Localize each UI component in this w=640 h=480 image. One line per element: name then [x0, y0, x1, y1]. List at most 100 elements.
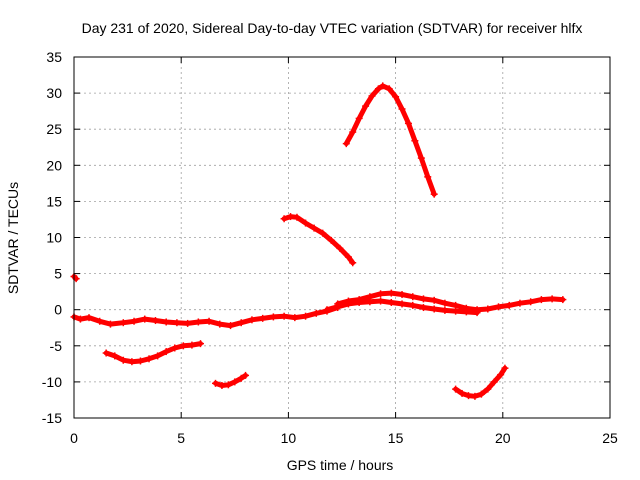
x-tick-label: 10	[281, 430, 297, 446]
y-tick-label: -10	[42, 374, 62, 390]
data-point	[349, 128, 357, 136]
chart-title: Day 231 of 2020, Sidereal Day-to-day VTE…	[82, 20, 583, 36]
data-point	[327, 236, 335, 244]
data-point	[323, 306, 331, 314]
data-point	[76, 315, 84, 323]
data-point	[409, 301, 417, 309]
y-tick-label: 10	[46, 230, 62, 246]
data-point	[398, 300, 406, 308]
data-point	[173, 319, 181, 327]
data-point	[505, 301, 513, 309]
data-point	[398, 291, 406, 299]
data-point	[145, 355, 153, 363]
data-point	[464, 392, 472, 400]
data-point	[319, 229, 327, 237]
data-point	[374, 85, 382, 93]
data-series	[70, 82, 567, 400]
data-point	[111, 352, 119, 360]
data-point	[162, 318, 170, 326]
data-point	[497, 371, 505, 379]
data-point	[237, 374, 245, 382]
data-point	[411, 137, 419, 145]
data-point	[310, 224, 318, 232]
data-point	[387, 298, 395, 306]
y-tick-label: -5	[50, 338, 63, 354]
data-point	[490, 378, 498, 386]
data-point	[242, 371, 250, 379]
data-point	[452, 385, 460, 393]
data-point	[484, 305, 492, 313]
tick-labels: 0 5 10 15 20 25 -15 -10 -5 0 5 10 15 20 25 30 35	[42, 49, 618, 446]
x-tick-label: 5	[177, 430, 185, 446]
data-point	[162, 348, 170, 356]
data-point	[430, 296, 438, 304]
data-point	[196, 340, 204, 348]
data-point	[302, 312, 310, 320]
data-point	[355, 114, 363, 122]
axis-ticks	[73, 56, 611, 419]
y-tick-label: 15	[46, 193, 62, 209]
data-point	[224, 381, 232, 389]
series-arc-9	[452, 364, 509, 400]
data-point	[342, 140, 350, 148]
data-point	[473, 309, 481, 317]
data-point	[287, 213, 295, 221]
x-tick-label: 20	[495, 430, 511, 446]
data-point	[559, 296, 567, 304]
data-point	[227, 322, 235, 330]
data-point	[171, 344, 179, 352]
y-tick-label: 35	[46, 49, 62, 65]
data-point	[349, 259, 357, 267]
series-arc-7	[280, 213, 357, 267]
data-point	[119, 356, 127, 364]
data-point	[548, 295, 556, 303]
data-point	[419, 304, 427, 312]
data-point	[441, 306, 449, 314]
series-arc-3	[334, 289, 567, 314]
data-point	[398, 105, 406, 113]
data-point	[527, 298, 535, 306]
series-arc-2	[70, 304, 342, 330]
data-point	[102, 349, 110, 357]
y-tick-label: 25	[46, 121, 62, 137]
data-point	[409, 293, 417, 301]
data-point	[379, 82, 387, 90]
data-point	[237, 319, 245, 327]
data-point	[280, 215, 288, 223]
data-point	[452, 307, 460, 315]
data-point	[387, 289, 395, 297]
data-point	[458, 389, 466, 397]
data-point	[188, 341, 196, 349]
grid	[74, 57, 610, 418]
data-point	[128, 358, 136, 366]
y-tick-label: -15	[42, 410, 62, 426]
data-point	[366, 298, 374, 306]
data-point	[96, 317, 104, 325]
y-tick-label: 20	[46, 157, 62, 173]
data-point	[291, 314, 299, 322]
data-point	[377, 290, 385, 298]
data-point	[441, 299, 449, 307]
x-tick-label: 15	[388, 430, 404, 446]
data-point	[424, 173, 432, 181]
data-point	[419, 295, 427, 303]
x-axis-label: GPS time / hours	[287, 457, 394, 473]
data-point	[259, 314, 267, 322]
data-point	[130, 317, 138, 325]
data-point	[392, 93, 400, 101]
series-line	[335, 290, 566, 313]
data-point	[248, 316, 256, 324]
data-point	[136, 357, 144, 365]
series-arc-4	[323, 297, 481, 317]
data-point	[312, 309, 320, 317]
data-point	[462, 308, 470, 316]
data-point	[484, 385, 492, 393]
data-point	[119, 319, 127, 327]
data-point	[85, 314, 93, 322]
data-point	[179, 342, 187, 350]
data-point	[477, 390, 485, 398]
data-point	[368, 92, 376, 100]
data-point	[302, 219, 310, 227]
